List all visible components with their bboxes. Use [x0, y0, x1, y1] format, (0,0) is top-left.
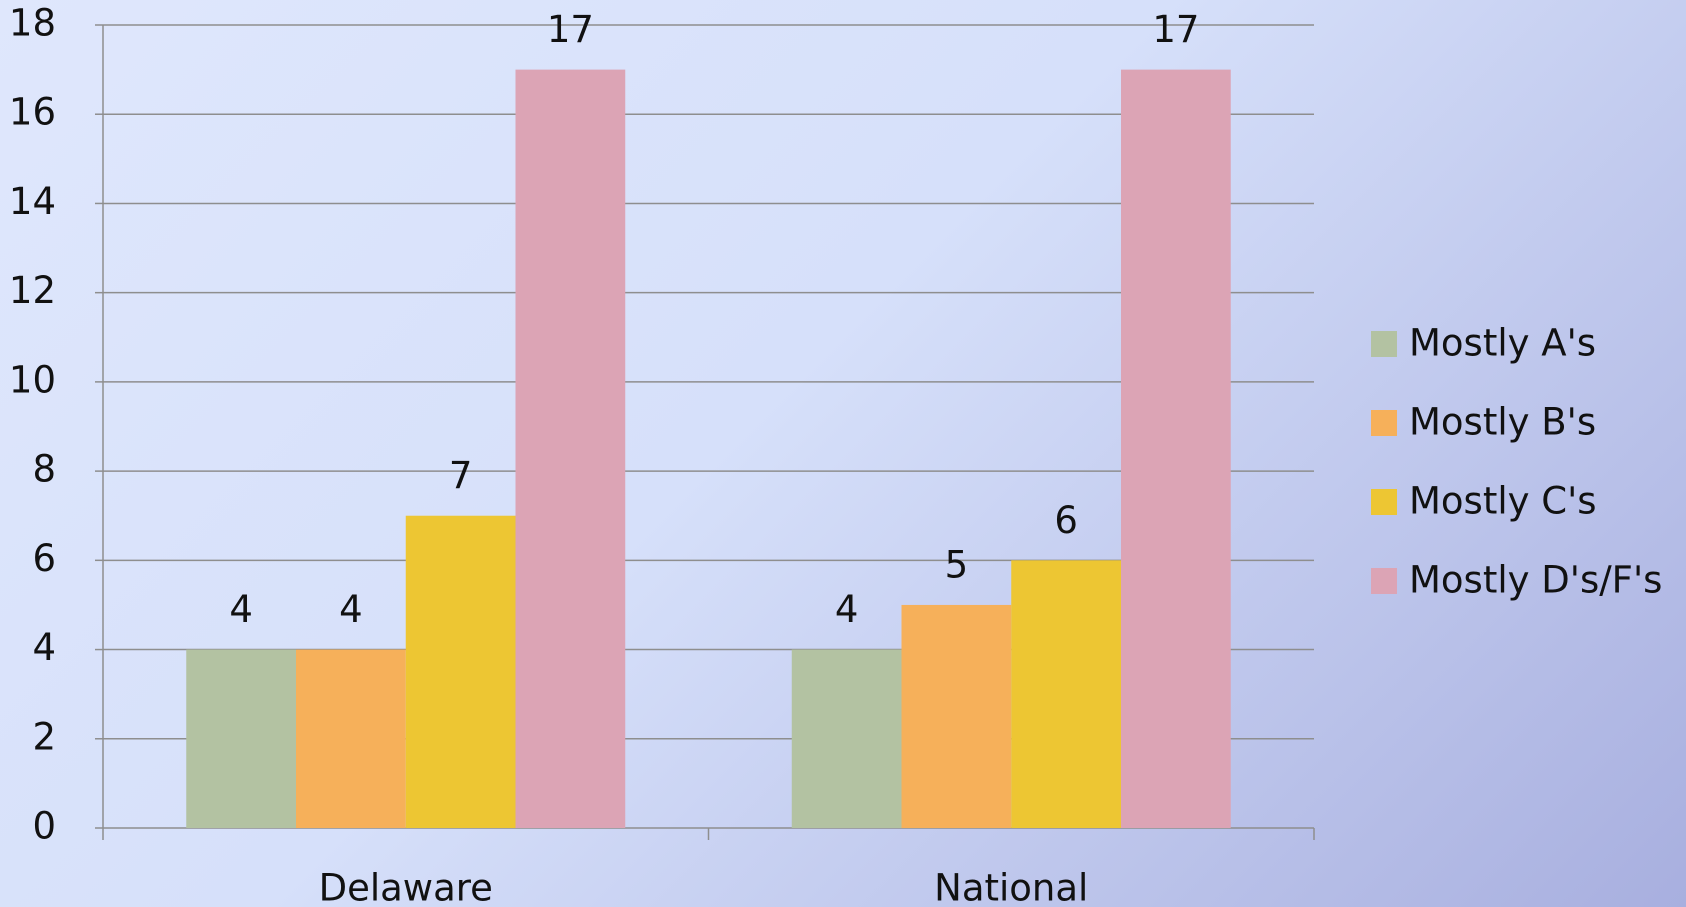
y-tick-label: 18 [9, 2, 56, 45]
y-tick-label: 4 [32, 626, 56, 669]
data-label: 5 [945, 543, 969, 586]
y-tick-label: 12 [9, 269, 56, 312]
bar [296, 649, 406, 828]
bar [405, 515, 516, 828]
y-tick-label: 0 [32, 805, 56, 848]
y-tick-label: 6 [32, 537, 56, 580]
legend-label: Mostly D's/F's [1409, 559, 1662, 602]
legend-label: Mostly B's [1409, 401, 1596, 444]
legend-swatch [1371, 489, 1397, 515]
legend-label: Mostly A's [1409, 322, 1596, 365]
data-label: 4 [339, 588, 363, 631]
y-tick-label: 16 [9, 91, 56, 134]
data-label: 6 [1054, 499, 1078, 542]
legend-swatch [1371, 568, 1397, 594]
y-tick-label: 8 [32, 448, 56, 491]
legend-label: Mostly C's [1409, 480, 1597, 523]
bar [1120, 69, 1231, 829]
y-tick-label: 2 [32, 715, 56, 758]
legend-swatch [1371, 331, 1397, 357]
y-tick-label: 10 [9, 358, 56, 401]
legend-swatch [1371, 410, 1397, 436]
bar [186, 649, 297, 828]
x-tick-label: Delaware [319, 867, 493, 907]
data-label: 17 [547, 8, 594, 51]
bar [515, 69, 626, 829]
bar [791, 649, 902, 828]
x-tick-label: National [934, 867, 1088, 907]
bar [1011, 560, 1121, 828]
bar [901, 604, 1012, 828]
data-label: 4 [229, 588, 253, 631]
data-label: 17 [1152, 8, 1199, 51]
data-label: 7 [449, 454, 473, 497]
data-label: 4 [835, 588, 859, 631]
y-tick-label: 14 [9, 180, 56, 223]
